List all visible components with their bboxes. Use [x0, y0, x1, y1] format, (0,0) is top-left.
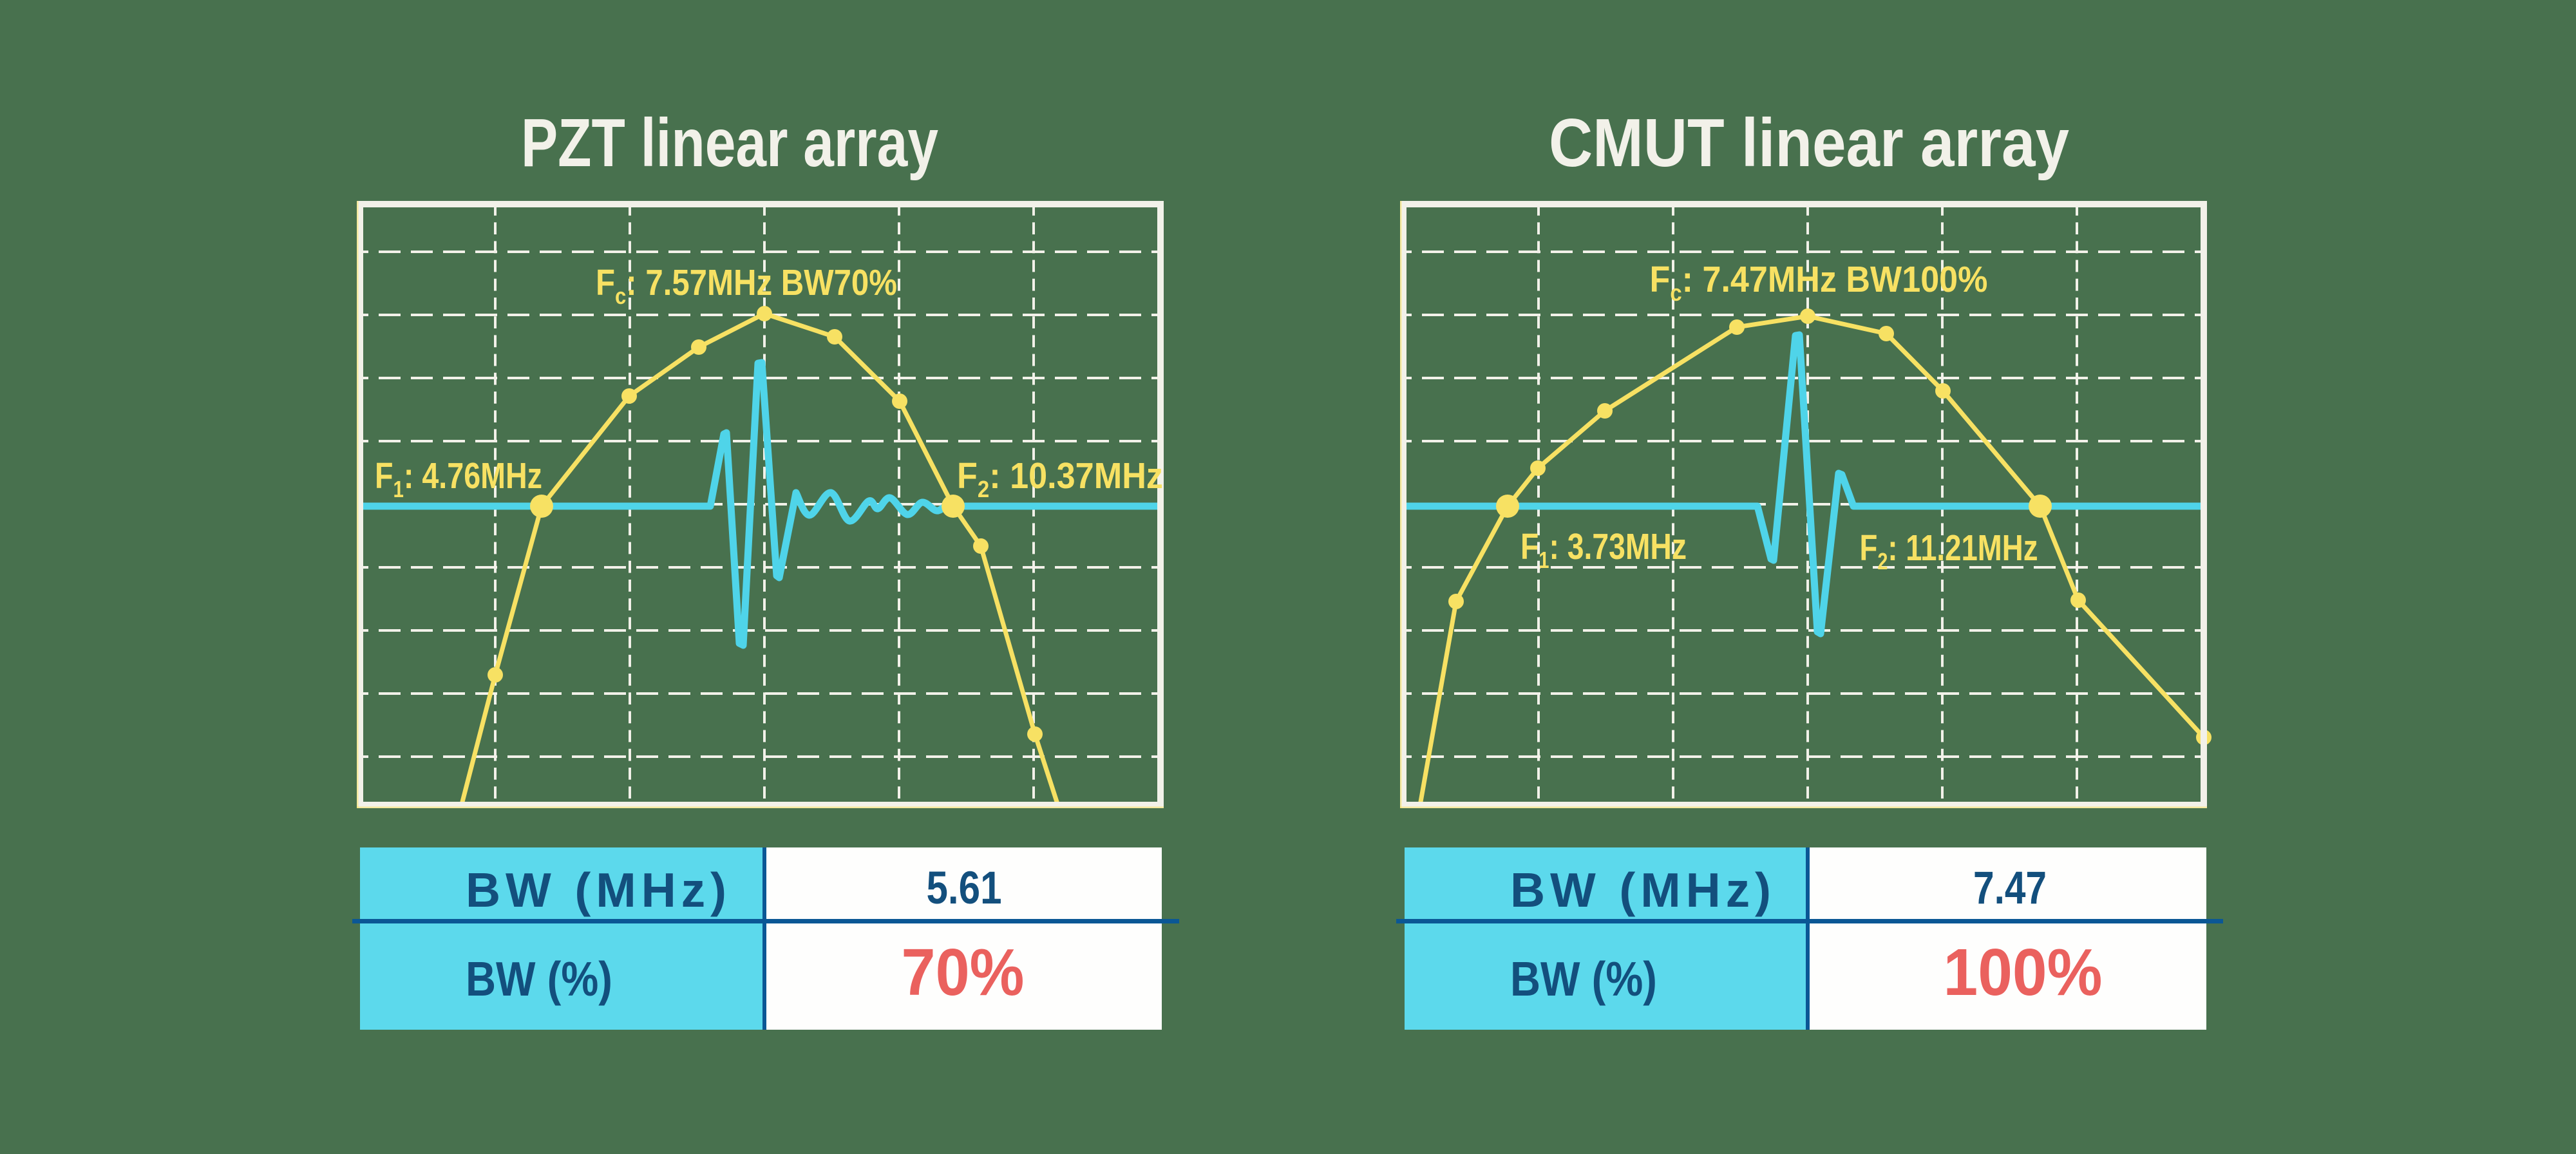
- svg-text:BW (MHz): BW (MHz): [466, 863, 726, 917]
- svg-text:7.47: 7.47: [1973, 863, 2047, 914]
- svg-text:5.61: 5.61: [927, 863, 1002, 914]
- svg-text:PZT linear array: PZT linear array: [521, 105, 938, 181]
- svg-text:Fc: 7.47MHz BW100%: Fc: 7.47MHz BW100%: [1650, 259, 1988, 306]
- svg-text:BW (MHz): BW (MHz): [1510, 863, 1771, 917]
- svg-text:70%: 70%: [902, 935, 1025, 1009]
- svg-text:F2: 11.21MHz: F2: 11.21MHz: [1860, 527, 2038, 574]
- svg-text:BW (%): BW (%): [1510, 952, 1657, 1006]
- svg-text:F2: 10.37MHz: F2: 10.37MHz: [957, 455, 1163, 502]
- svg-text:BW (%): BW (%): [466, 952, 612, 1006]
- svg-text:CMUT linear array: CMUT linear array: [1549, 105, 2069, 181]
- svg-text:100%: 100%: [1944, 935, 2103, 1009]
- svg-text:Fc: 7.57MHz BW70%: Fc: 7.57MHz BW70%: [596, 262, 897, 309]
